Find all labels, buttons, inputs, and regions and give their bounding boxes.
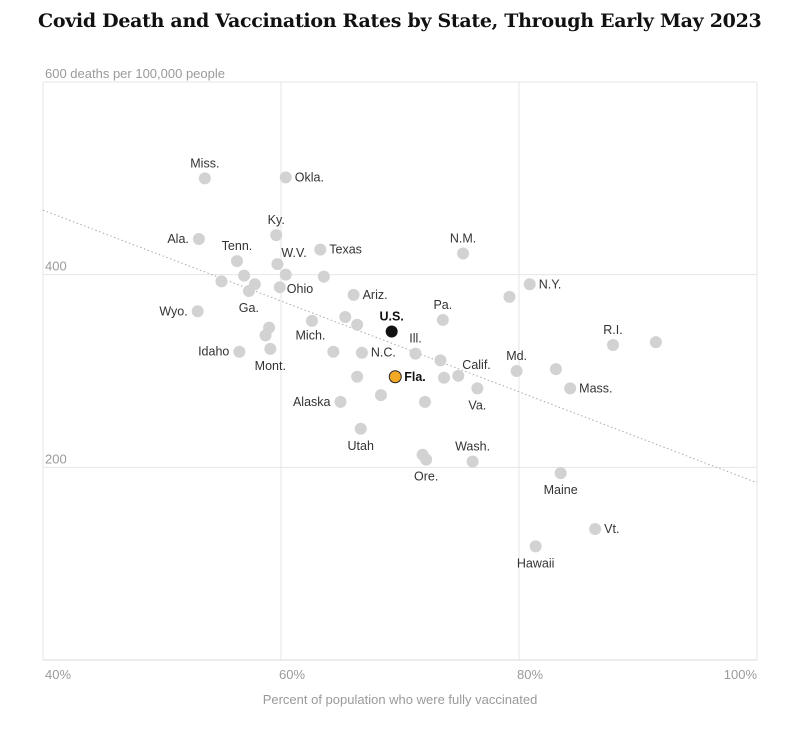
point-label: Fla.: [404, 370, 426, 384]
data-point: [242, 285, 255, 298]
data-point: [314, 243, 327, 256]
data-point: [589, 522, 602, 535]
data-point: [438, 371, 451, 384]
data-point: [327, 345, 340, 358]
data-point: [305, 314, 318, 327]
point-us: [385, 325, 398, 338]
data-point: [259, 329, 272, 342]
point-label: Alaska: [293, 395, 331, 409]
data-point: [230, 255, 243, 268]
y-tick-label: 200: [45, 451, 67, 466]
data-point: [354, 422, 367, 435]
point-label: Ore.: [414, 470, 438, 484]
data-point: [523, 278, 536, 291]
point-label: Texas: [329, 243, 362, 257]
data-point: [434, 354, 447, 367]
point-label: Idaho: [198, 345, 229, 359]
point-labels: Miss. Okla. Ky. Ala. Texas N.M. Tenn. W.V. Ohio N…: [159, 156, 622, 570]
point-label: Hawaii: [517, 556, 555, 570]
data-point: [374, 389, 387, 402]
data-point: [409, 347, 422, 360]
data-point: [238, 269, 251, 282]
data-point: [198, 172, 211, 185]
point-label: Maine: [544, 483, 578, 497]
point-label: Pa.: [433, 298, 452, 312]
data-point: [279, 268, 292, 281]
data-point: [554, 467, 567, 480]
point-label: Wash.: [455, 440, 490, 454]
point-label: N.Y.: [539, 277, 562, 291]
point-label: Utah: [348, 439, 374, 453]
point-label: N.C.: [371, 346, 396, 360]
point-label: Wyo.: [159, 304, 187, 318]
data-point: [564, 382, 577, 395]
data-point: [510, 365, 523, 377]
point-label: Tenn.: [222, 239, 253, 253]
x-tick-label: 40%: [45, 667, 71, 682]
point-label: Ga.: [239, 301, 259, 315]
data-point: [607, 338, 620, 351]
data-point: [279, 171, 292, 184]
data-point: [351, 318, 364, 331]
point-label: R.I.: [603, 323, 622, 337]
point-label: Miss.: [190, 156, 219, 170]
data-point: [503, 290, 516, 303]
x-tick-label: 100%: [724, 667, 758, 682]
point-label: Vt.: [604, 522, 619, 536]
data-point: [420, 453, 433, 466]
point-label: Mont.: [255, 359, 286, 373]
x-tick-label: 60%: [279, 667, 305, 682]
data-point: [233, 345, 246, 358]
point-label: Md.: [506, 349, 527, 363]
data-point: [264, 342, 277, 355]
point-label: Ohio: [287, 282, 313, 296]
data-point: [529, 540, 542, 553]
point-label: N.M.: [450, 231, 476, 245]
data-point: [334, 395, 347, 408]
data-point: [192, 233, 205, 246]
trend-line: [42, 209, 758, 484]
point-label: Mich.: [296, 328, 326, 342]
trend-line-group: [42, 209, 758, 484]
data-point: [549, 363, 562, 376]
point-label: U.S.: [380, 310, 404, 324]
data-point: [452, 369, 465, 382]
axes: 40% 60% 80% 100% 600 deaths per 100,000 peop…: [43, 66, 757, 682]
chart-title: Covid Death and Vaccination Rates by Sta…: [38, 10, 762, 32]
data-point: [649, 336, 662, 349]
points: [191, 171, 662, 553]
data-point: [436, 313, 449, 326]
data-point: [471, 382, 484, 395]
y-tick-label: 400: [45, 259, 67, 274]
point-label: Okla.: [295, 170, 324, 184]
data-point: [215, 275, 228, 288]
grid: [42, 81, 758, 660]
data-point: [355, 346, 368, 359]
y-tick-label: 600 deaths per 100,000 people: [45, 66, 225, 81]
data-point: [317, 270, 330, 283]
data-point: [466, 455, 479, 468]
data-point: [347, 288, 360, 301]
data-point: [457, 247, 470, 260]
point-label: Calif.: [462, 358, 490, 372]
point-label: W.V.: [281, 246, 306, 260]
data-point: [271, 258, 284, 271]
point-label: Ala.: [167, 232, 189, 246]
point-florida: [388, 370, 402, 384]
point-label: Ill.: [409, 332, 422, 346]
data-point: [191, 305, 204, 318]
x-axis-title: Percent of population who were fully vac…: [263, 692, 538, 707]
point-label: Ky.: [268, 213, 285, 227]
data-point: [351, 370, 364, 383]
data-point: [339, 311, 352, 324]
x-tick-label: 80%: [517, 667, 543, 682]
point-label: Mass.: [579, 381, 612, 395]
data-point: [270, 229, 283, 242]
data-point: [273, 281, 286, 294]
point-label: Va.: [468, 398, 486, 412]
point-label: Ariz.: [363, 288, 388, 302]
data-point: [418, 395, 431, 408]
